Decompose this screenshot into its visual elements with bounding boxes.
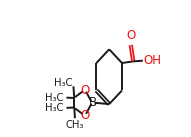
- Text: O: O: [126, 29, 135, 42]
- Text: H₃C: H₃C: [54, 78, 73, 88]
- Text: OH: OH: [144, 54, 162, 67]
- Text: O: O: [80, 109, 89, 122]
- Text: H₃C: H₃C: [45, 93, 64, 103]
- Text: B: B: [89, 96, 97, 109]
- Text: CH₃: CH₃: [66, 120, 84, 130]
- Text: O: O: [80, 84, 89, 97]
- Text: H₃C: H₃C: [45, 103, 64, 113]
